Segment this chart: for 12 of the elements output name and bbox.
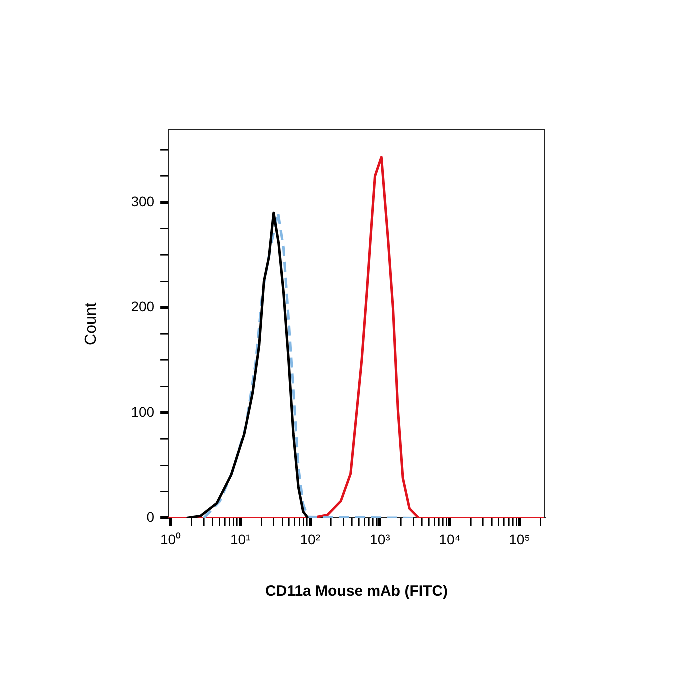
x-tick-label: 10³ — [370, 531, 391, 548]
y-tick-label: 300 — [131, 193, 155, 210]
y-axis-title: Count — [83, 302, 100, 346]
y-tick-label: 200 — [131, 298, 155, 315]
x-tick-label: 10⁵ — [509, 531, 530, 548]
y-tick-label: 0 — [146, 509, 155, 526]
x-axis-title: CD11a Mouse mAb (FITC) — [266, 583, 448, 600]
x-tick-label: 10⁰ — [160, 531, 182, 548]
x-tick-label: 10⁴ — [439, 531, 461, 548]
x-tick-label: 10¹ — [230, 531, 252, 548]
y-tick-label: 100 — [131, 404, 155, 420]
x-tick-label: 10² — [300, 531, 321, 548]
